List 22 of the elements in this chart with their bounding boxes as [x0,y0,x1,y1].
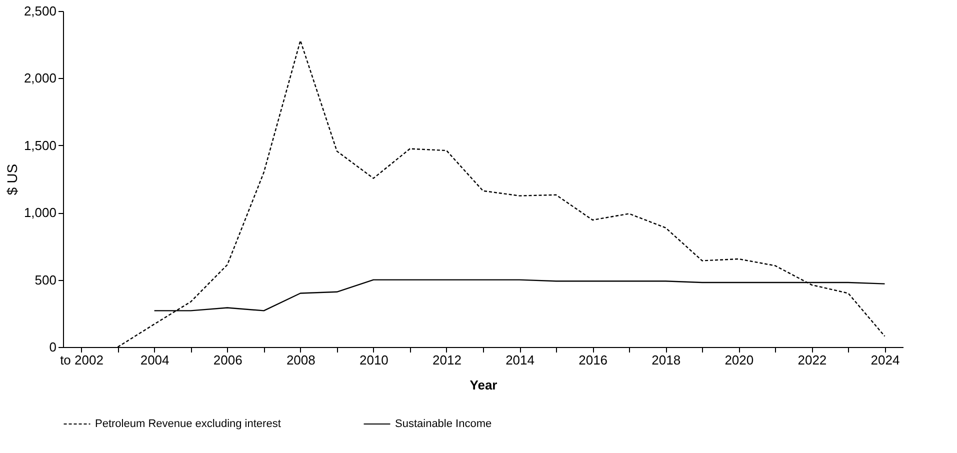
x-tick-label: 2008 [286,352,316,368]
y-tick-label: 2,500 [24,4,56,18]
x-tick-label: 2006 [213,352,242,368]
y-axis-title: $ US [4,164,20,196]
y-tick-label: 1,000 [24,205,56,220]
x-axis-title: Year [470,378,498,392]
y-tick-label: 2,000 [24,70,56,86]
x-tick-label: 2014 [506,352,534,368]
x-tick-label: 2004 [140,352,170,368]
x-tick-label: 2024 [870,352,900,368]
y-tick-label: 1,500 [24,138,56,153]
x-tick-label: 2016 [578,352,608,368]
y-tick-label: 500 [34,272,56,288]
x-tick-label: 2018 [652,352,681,368]
legend-label: Petroleum Revenue excluding interest [95,418,281,430]
x-tick-label: 2022 [798,352,827,368]
legend-label: Sustainable Income [395,418,492,430]
x-tick-label: to 2002 [60,352,104,368]
x-tick-label: 2020 [724,352,754,368]
x-tick-label: 2012 [432,352,462,368]
x-tick-label: 2010 [359,352,388,368]
y-tick-label: 0 [49,340,56,354]
